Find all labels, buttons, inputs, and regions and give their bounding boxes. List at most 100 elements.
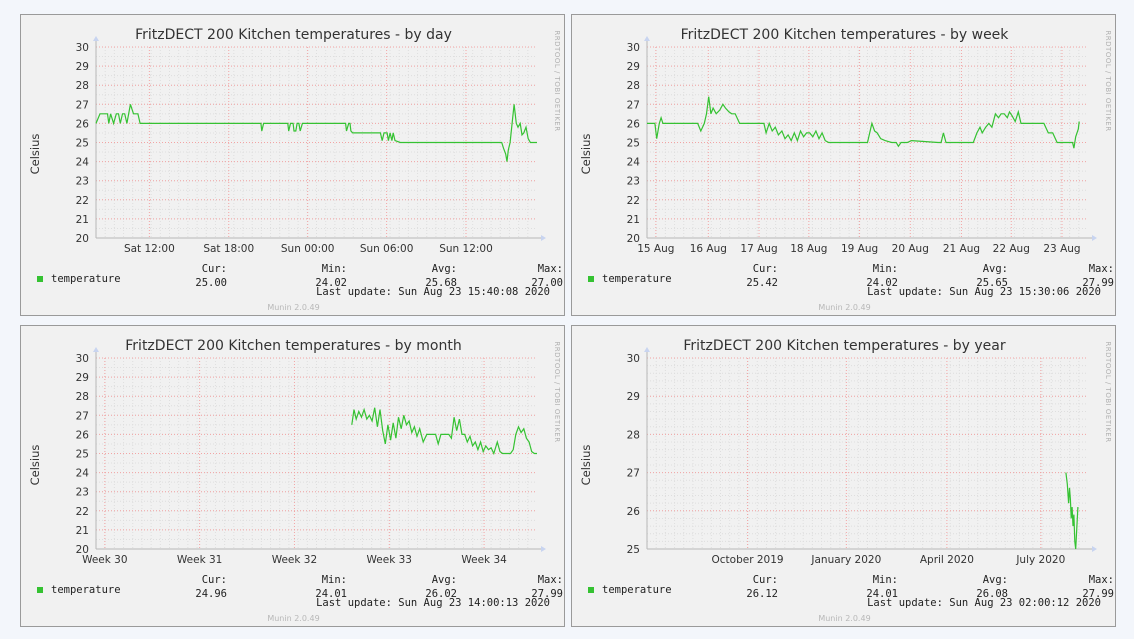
chart-title: FritzDECT 200 Kitchen temperatures - by … [683,338,1006,354]
rrdtool-watermark: RRDTOOL / TOBI OETIKER [553,30,561,132]
y-tick-label: 28 [627,80,640,92]
x-tick-label: Sat 12:00 [124,243,175,255]
y-tick-label: 22 [76,195,89,207]
x-axis-arrow [1092,235,1097,241]
graph-panel-month[interactable]: 20 21 22 23 24 25 26 27 28 29 30 Week 30 Week 31 Week… [20,325,565,627]
x-tick-label: Sun 00:00 [281,243,335,255]
x-tick-label: 18 Aug [790,243,827,255]
y-tick-label: 22 [627,195,640,207]
chart-year: 25 26 27 28 29 30 October 2019 January 2020 Apri… [627,347,1097,566]
stat-min: Min: 24.02 [315,263,347,289]
stat-max: Max: 27.99 [1082,263,1114,289]
y-tick-label: 22 [76,506,89,518]
graph-panel-day[interactable]: 20 21 22 23 24 25 26 27 28 29 30 Sat 12:00 Sat 18:00… [20,14,565,316]
legend-stats: temperature Cur: 26.12 Min: 24.01 Avg: 26.0… [588,574,1114,604]
x-tick-label: October 2019 [712,554,784,566]
y-axis-label: Celsius [579,444,593,486]
y-tick-label: 24 [76,157,90,169]
y-tick-label: 26 [76,118,90,130]
y-tick-label: 20 [76,544,89,556]
last-update: Last update: Sun Aug 23 14:00:13 2020 [316,597,550,609]
y-tick-label: 25 [627,544,640,556]
last-update: Last update: Sun Aug 23 02:00:12 2020 [867,597,1101,609]
stat-max: Max: 27.99 [1082,574,1114,600]
x-tick-label: Week 34 [461,554,507,566]
x-tick-label: Week 30 [82,554,127,566]
y-tick-label: 30 [76,353,89,365]
stat-avg: Avg: 25.65 [976,263,1008,289]
y-tick-label: 29 [627,61,640,73]
y-tick-label: 21 [76,214,89,226]
x-tick-label: July 2020 [1015,554,1065,566]
munin-version: Munin 2.0.49 [267,614,320,623]
y-tick-label: 29 [76,372,89,384]
stat-max: Max: 27.00 [531,263,563,289]
x-tick-label: 16 Aug [690,243,727,255]
series-line-temperature [95,104,537,162]
munin-version: Munin 2.0.49 [267,303,320,312]
y-tick-label: 28 [627,429,640,441]
last-update: Last update: Sun Aug 23 15:30:06 2020 [867,286,1101,298]
y-tick-label: 27 [627,99,640,111]
stat-min: Min: 24.02 [866,263,898,289]
y-tick-label: 26 [627,506,641,518]
legend-series-name: temperature [51,273,121,285]
x-tick-label: 19 Aug [841,243,878,255]
chart-title: FritzDECT 200 Kitchen temperatures - by … [125,338,462,354]
legend-swatch [37,587,43,593]
y-tick-label: 20 [627,233,640,245]
y-tick-label: 30 [76,42,89,54]
x-tick-label: 23 Aug [1043,243,1080,255]
x-tick-label: Week 31 [177,554,222,566]
y-tick-label: 25 [76,449,89,461]
graph-panel-week[interactable]: 20 21 22 23 24 25 26 27 28 29 30 15 Aug 16 Aug 17 Aug… [571,14,1116,316]
y-tick-label: 24 [76,468,90,480]
y-axis-arrow [93,36,99,41]
y-tick-label: 30 [627,353,640,365]
munin-version: Munin 2.0.49 [818,303,871,312]
stat-avg: Avg: 26.02 [425,574,457,600]
x-tick-label: 17 Aug [740,243,777,255]
legend-series-name: temperature [51,584,121,596]
stat-cur: Cur: 25.42 [746,263,778,289]
series-line-temperature [647,96,1080,149]
y-tick-label: 26 [627,118,641,130]
stat-cur: Cur: 24.96 [195,574,227,600]
rrdtool-watermark: RRDTOOL / TOBI OETIKER [553,341,561,443]
legend-swatch [37,276,43,282]
series-line-temperature [1065,472,1079,550]
y-tick-label: 27 [627,468,640,480]
y-tick-label: 23 [627,176,640,188]
legend-series-name: temperature [602,273,672,285]
y-tick-label: 27 [76,99,89,111]
x-tick-label: Week 33 [367,554,412,566]
legend-swatch [588,276,594,282]
stat-avg: Avg: 26.08 [976,574,1008,600]
y-tick-label: 28 [76,391,89,403]
y-tick-label: 25 [76,138,89,150]
y-tick-label: 29 [76,61,89,73]
chart-week: 20 21 22 23 24 25 26 27 28 29 30 15 Aug 16 Aug 17 Aug… [627,36,1097,255]
x-tick-label: January 2020 [810,554,881,566]
rrdtool-watermark: RRDTOOL / TOBI OETIKER [1104,30,1112,132]
munin-version: Munin 2.0.49 [818,614,871,623]
legend-stats: temperature Cur: 24.96 Min: 24.01 Avg: 26.0… [37,574,563,604]
x-tick-label: Week 32 [272,554,317,566]
legend-stats: temperature Cur: 25.00 Min: 24.02 Avg: 25.6… [37,263,563,293]
x-tick-label: Sun 06:00 [360,243,414,255]
legend-stats: temperature Cur: 25.42 Min: 24.02 Avg: 25.6… [588,263,1114,293]
x-tick-label: 21 Aug [943,243,980,255]
y-tick-label: 21 [627,214,640,226]
stat-cur: Cur: 25.00 [195,263,227,289]
y-axis-label: Celsius [28,133,42,175]
graph-panel-year[interactable]: 25 26 27 28 29 30 October 2019 January 2020 Apri… [571,325,1116,627]
chart-title: FritzDECT 200 Kitchen temperatures - by … [135,27,452,43]
stat-min: Min: 24.01 [866,574,898,600]
y-tick-label: 23 [76,176,89,188]
last-update: Last update: Sun Aug 23 15:40:08 2020 [316,286,550,298]
chart-title: FritzDECT 200 Kitchen temperatures - by … [680,27,1009,43]
chart-day: 20 21 22 23 24 25 26 27 28 29 30 Sat 12:00 Sat 18:00… [76,36,546,255]
x-axis-arrow [541,546,546,552]
series-line-temperature [351,407,537,456]
y-tick-label: 24 [627,157,641,169]
